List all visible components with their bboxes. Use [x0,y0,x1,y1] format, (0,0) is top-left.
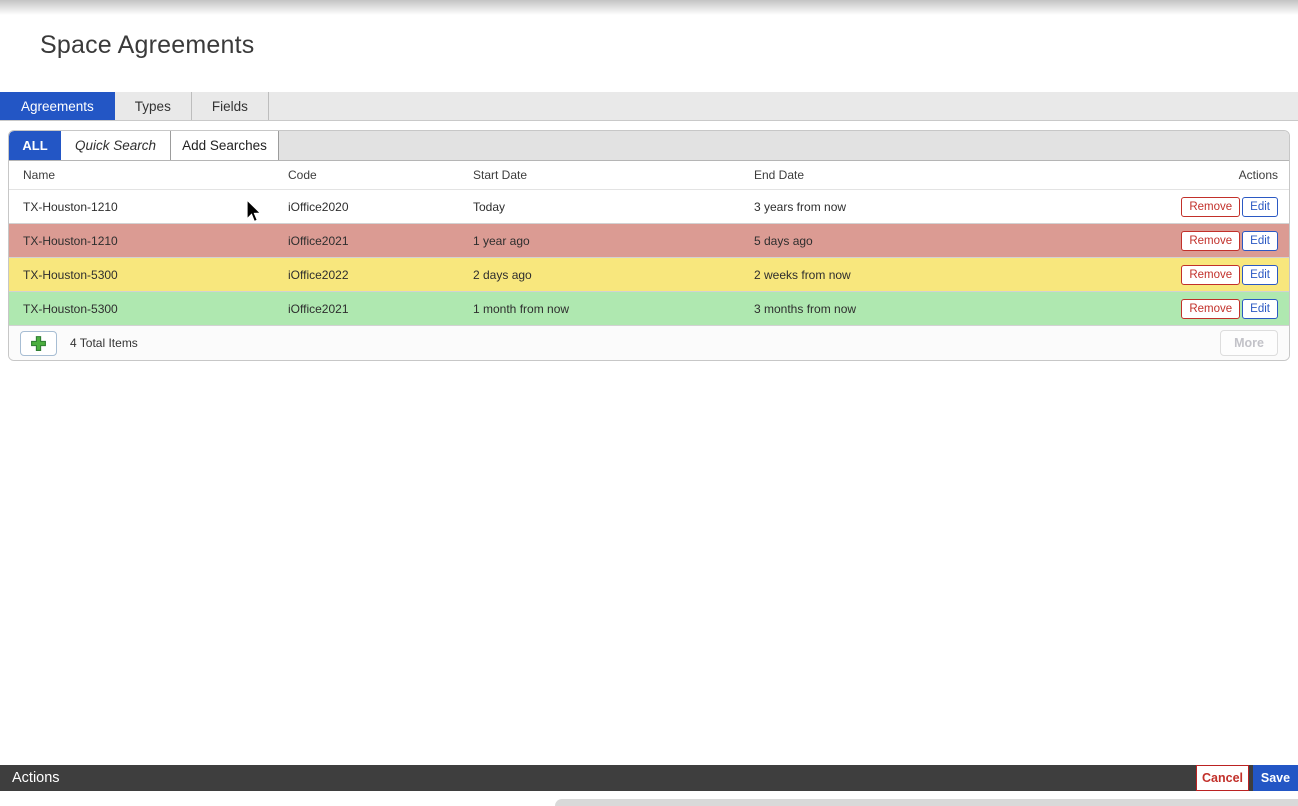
cell-actions: Remove Edit [1167,298,1289,319]
table-row[interactable]: TX-Houston-5300 iOffice2022 2 days ago 2… [9,258,1289,292]
table-body: TX-Houston-1210 iOffice2020 Today 3 year… [9,190,1289,326]
remove-button[interactable]: Remove [1181,230,1241,251]
column-header-name[interactable]: Name [23,168,56,182]
column-header-actions: Actions [1238,168,1278,182]
cell-actions: Remove Edit [1167,264,1289,285]
cell-actions: Remove Edit [1167,196,1289,217]
cell-start-date: 2 days ago [473,267,532,282]
cell-start-date: 1 year ago [473,233,530,248]
total-items-count: 4 Total Items [70,336,138,350]
cell-name: TX-Houston-5300 [23,301,118,316]
cell-start-date: Today [473,199,506,214]
tab-agreements[interactable]: Agreements [0,92,115,120]
window-top-shadow [0,0,1298,15]
edit-button[interactable]: Edit [1242,196,1278,217]
edit-button[interactable]: Edit [1242,298,1278,319]
all-filter-button[interactable]: ALL [9,131,61,160]
cell-name: TX-Houston-1210 [23,199,118,214]
remove-button[interactable]: Remove [1181,264,1241,285]
remove-button[interactable]: Remove [1181,298,1241,319]
tab-types[interactable]: Types [115,92,192,120]
quick-search-input[interactable] [61,131,171,160]
column-header-end-date[interactable]: End Date [754,168,805,182]
cell-start-date: 1 month from now [473,301,570,316]
cell-end-date: 3 years from now [754,199,847,214]
cell-end-date: 2 weeks from now [754,267,851,282]
table-row[interactable]: TX-Houston-5300 iOffice2021 1 month from… [9,292,1289,326]
cell-code: iOffice2020 [288,199,349,214]
remove-button[interactable]: Remove [1181,196,1241,217]
add-searches-button[interactable]: Add Searches [171,131,279,160]
cancel-button[interactable]: Cancel [1196,765,1249,791]
bottom-action-bar: Actions Cancel Save [0,765,1298,791]
add-item-button[interactable] [20,330,57,356]
cell-end-date: 3 months from now [754,301,857,316]
main-tab-bar: Agreements Types Fields [0,92,1298,121]
plus-icon [30,335,47,352]
table-header-row: Name Code Start Date End Date Actions [9,161,1289,190]
action-bar-title: Actions [12,770,60,786]
tab-fields[interactable]: Fields [192,92,269,120]
mouse-cursor [246,198,261,223]
cell-name: TX-Houston-5300 [23,267,118,282]
edit-button[interactable]: Edit [1242,264,1278,285]
column-header-start-date[interactable]: Start Date [473,168,528,182]
save-button[interactable]: Save [1253,765,1298,791]
page-title: Space Agreements [40,31,255,59]
cell-actions: Remove Edit [1167,230,1289,251]
table-row[interactable]: TX-Houston-1210 iOffice2020 Today 3 year… [9,190,1289,224]
more-button[interactable]: More [1220,330,1278,356]
agreements-panel: ALL Add Searches Name Code Start Date En… [8,130,1290,361]
search-strip: ALL Add Searches [9,131,1289,161]
edit-button[interactable]: Edit [1242,230,1278,251]
table-row[interactable]: TX-Houston-1210 iOffice2021 1 year ago 5… [9,224,1289,258]
cell-code: iOffice2022 [288,267,349,282]
cell-code: iOffice2021 [288,301,349,316]
cell-end-date: 5 days ago [754,233,813,248]
cell-code: iOffice2021 [288,233,349,248]
column-header-code[interactable]: Code [288,168,317,182]
cell-name: TX-Houston-1210 [23,233,118,248]
table-footer: 4 Total Items More [9,326,1289,360]
action-bar-buttons: Cancel Save [1196,765,1298,791]
bottom-window-edge [555,799,1298,806]
